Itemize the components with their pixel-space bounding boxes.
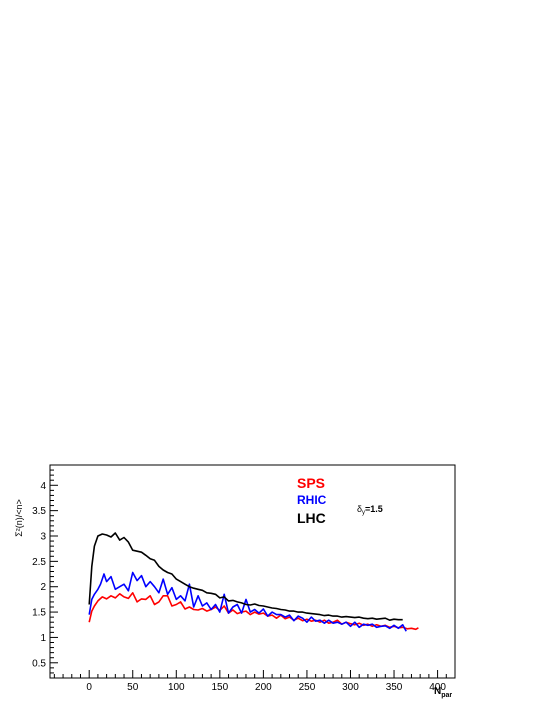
y-tick-label: 2 <box>40 582 46 593</box>
x-tick-label: 0 <box>86 682 92 693</box>
y-axis: 0.5 1 1.5 2 2.5 3 3.5 4 <box>32 464 58 674</box>
y-tick-label: 2.5 <box>32 557 46 568</box>
legend-label-lhc: LHC <box>297 510 326 526</box>
series-line-rhic <box>88 571 407 632</box>
legend-label-rhic: RHIC <box>297 493 327 507</box>
y-tick-label: 3 <box>40 532 46 543</box>
x-tick-label: 200 <box>255 682 272 693</box>
x-tick-label: 50 <box>127 682 139 693</box>
legend-label-sps: SPS <box>297 475 325 491</box>
x-axis-title-sub: par <box>441 692 452 699</box>
y-tick-label: 1 <box>40 633 46 644</box>
y-axis-title: Σ²(n)/<n> <box>14 499 24 537</box>
series-line-lhc <box>88 532 403 622</box>
annotation-delta-y: δy=1.5 <box>357 504 383 516</box>
y-tick-label: 4 <box>40 481 46 492</box>
x-axis-title-main: N <box>434 686 441 697</box>
annotation-subscript: y <box>362 510 365 516</box>
x-axis: 0 50 100 150 200 250 300 350 400 <box>53 670 447 693</box>
annotation-symbol: δ <box>357 504 362 514</box>
annotation-value: =1.5 <box>365 504 383 514</box>
legend: SPS RHIC LHC <box>297 475 327 526</box>
x-tick-label: 350 <box>386 682 403 693</box>
series-layer <box>88 532 419 632</box>
x-tick-label: 400 <box>429 682 446 693</box>
y-tick-label: 3.5 <box>32 506 46 517</box>
x-tick-label: 100 <box>168 682 185 693</box>
x-tick-label: 300 <box>342 682 359 693</box>
y-tick-label: 1.5 <box>32 608 46 619</box>
x-axis-title: Npar <box>434 686 452 699</box>
y-tick-label: 0.5 <box>32 658 46 669</box>
x-tick-label: 150 <box>211 682 228 693</box>
x-tick-label: 250 <box>299 682 316 693</box>
